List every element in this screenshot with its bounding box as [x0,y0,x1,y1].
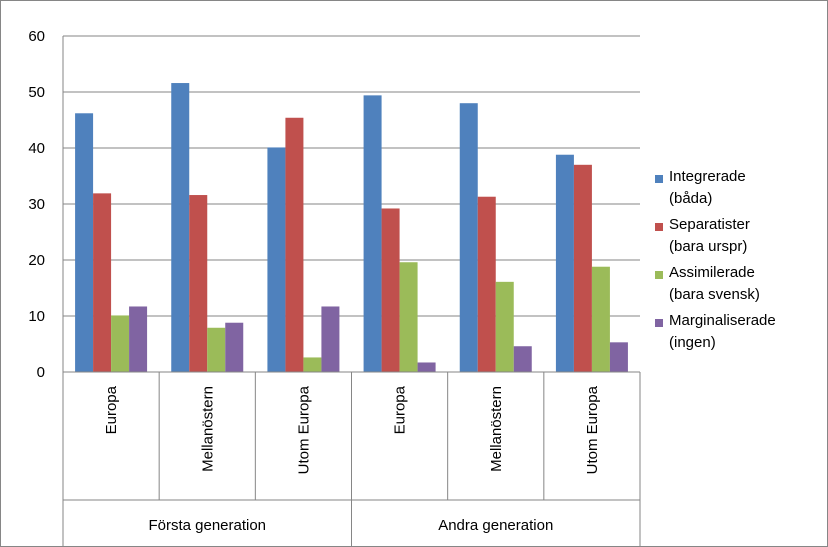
bar [399,262,418,372]
category-labels: Europa Mellanöstern Utom Europa Europa Mella… [103,385,601,534]
legend-label: Separatister [669,216,750,233]
bar [189,195,208,372]
bar [171,83,190,372]
legend-label: (bara urspr) [669,238,747,255]
bar [321,306,340,372]
bar [555,154,574,372]
bars [75,83,628,373]
bar [75,113,94,372]
y-tick-label: 40 [28,140,45,157]
y-tick-label: 30 [28,196,45,213]
y-tick-label: 50 [28,84,45,101]
bar [207,327,226,372]
y-tick-label: 0 [37,364,45,381]
bar [363,95,382,373]
bar [459,103,478,372]
gridlines [63,35,640,317]
category-axis [62,36,641,547]
y-tick-label: 10 [28,308,45,325]
bar [609,342,628,372]
bar [477,196,496,372]
y-tick-label: 60 [28,28,45,45]
legend-swatch [655,223,663,231]
category-label: Utom Europa [584,385,601,474]
bar [381,208,400,372]
legend-label: Marginaliserade [669,312,776,329]
legend-swatch [655,271,663,279]
legend-label: Assimilerade [669,264,755,281]
bar [417,362,436,372]
bar [225,322,244,372]
bar [591,266,610,372]
group-label: Andra generation [438,517,553,534]
legend-swatch [655,319,663,327]
category-label: Mellanöstern [199,386,216,472]
legend-label: (båda) [669,190,712,207]
bar [129,306,148,372]
legend-label: (bara svensk) [669,286,760,303]
bar [513,346,532,372]
bar [267,147,286,372]
legend-label: Integrerade [669,168,746,185]
legend-swatch [655,175,663,183]
category-label: Utom Europa [295,385,312,474]
bar [495,281,514,372]
category-label: Europa [103,385,120,434]
legend-label: (ingen) [669,334,716,351]
bar [285,117,304,372]
bar [303,357,322,372]
legend: Integrerade (båda) Separatister (bara urspr… [655,168,776,351]
category-label: Europa [392,385,409,434]
y-tick-label: 20 [28,252,45,269]
bar [111,315,130,372]
bar [93,193,112,372]
bar [573,164,592,372]
y-axis-tick-labels: 0 10 20 30 40 50 60 [28,28,45,381]
group-label: Första generation [148,517,266,534]
category-label: Mellanöstern [488,386,505,472]
